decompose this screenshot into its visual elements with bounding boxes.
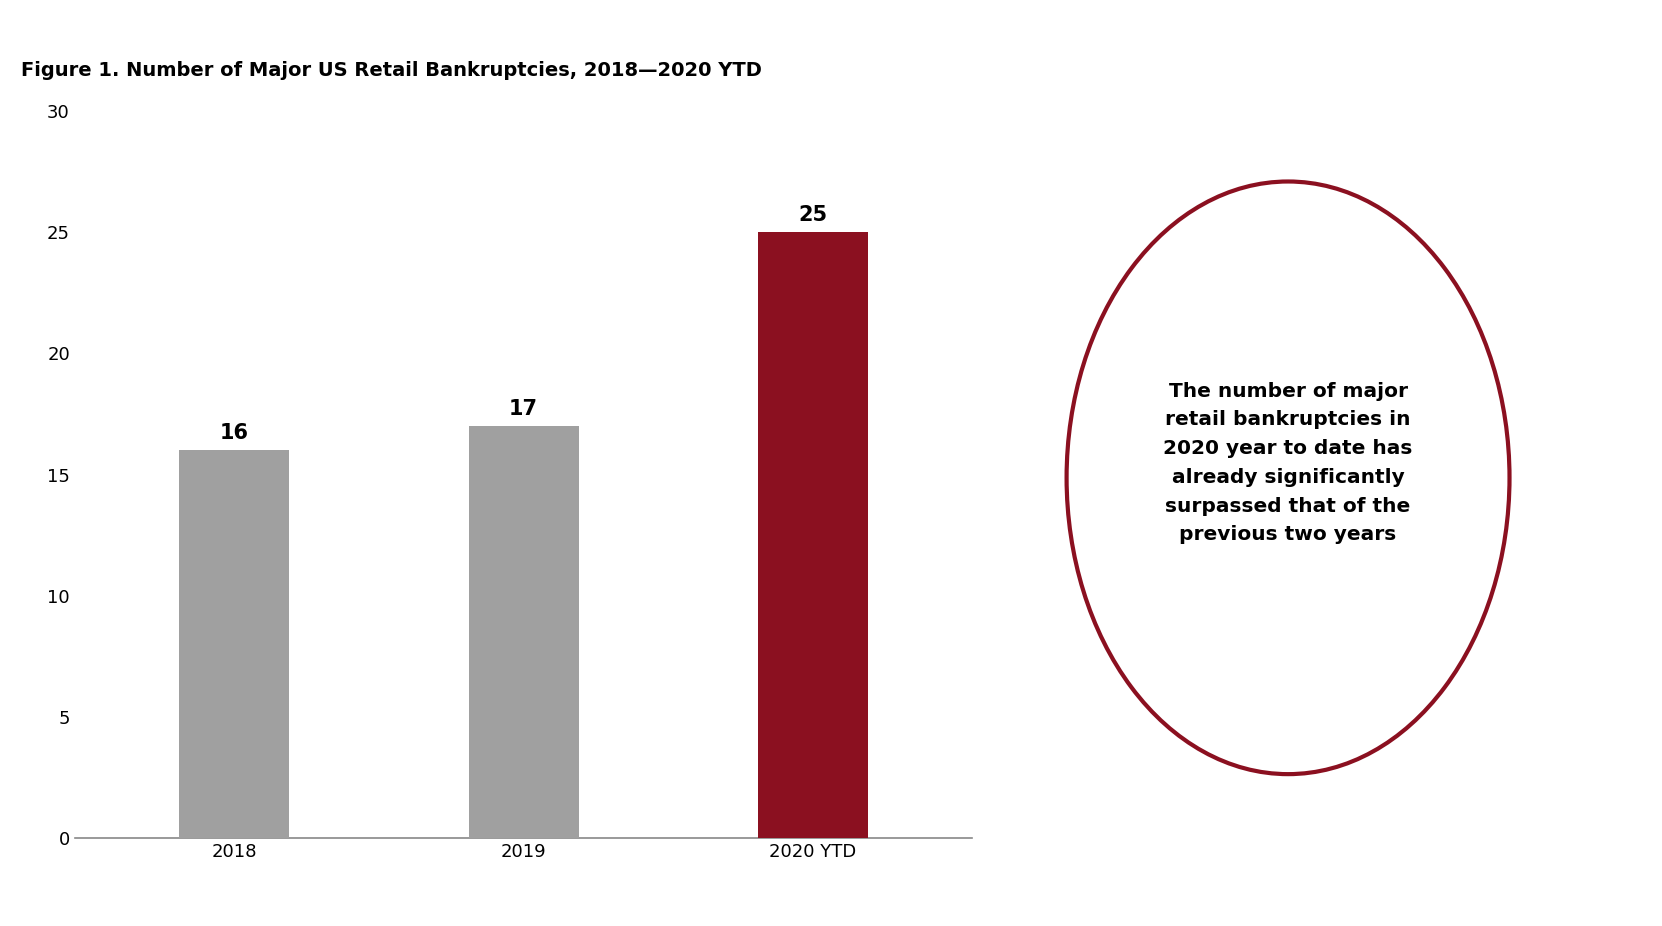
Text: The number of major
retail bankruptcies in
2020 year to date has
already signifi: The number of major retail bankruptcies …: [1163, 382, 1413, 544]
Text: 16: 16: [219, 423, 249, 443]
Text: Figure 1. Number of Major US Retail Bankruptcies, 2018—2020 YTD: Figure 1. Number of Major US Retail Bank…: [22, 61, 761, 80]
Bar: [758, 232, 868, 838]
Bar: [179, 450, 289, 838]
Text: 25: 25: [798, 205, 828, 225]
Bar: [469, 426, 578, 838]
Text: 17: 17: [509, 399, 538, 419]
